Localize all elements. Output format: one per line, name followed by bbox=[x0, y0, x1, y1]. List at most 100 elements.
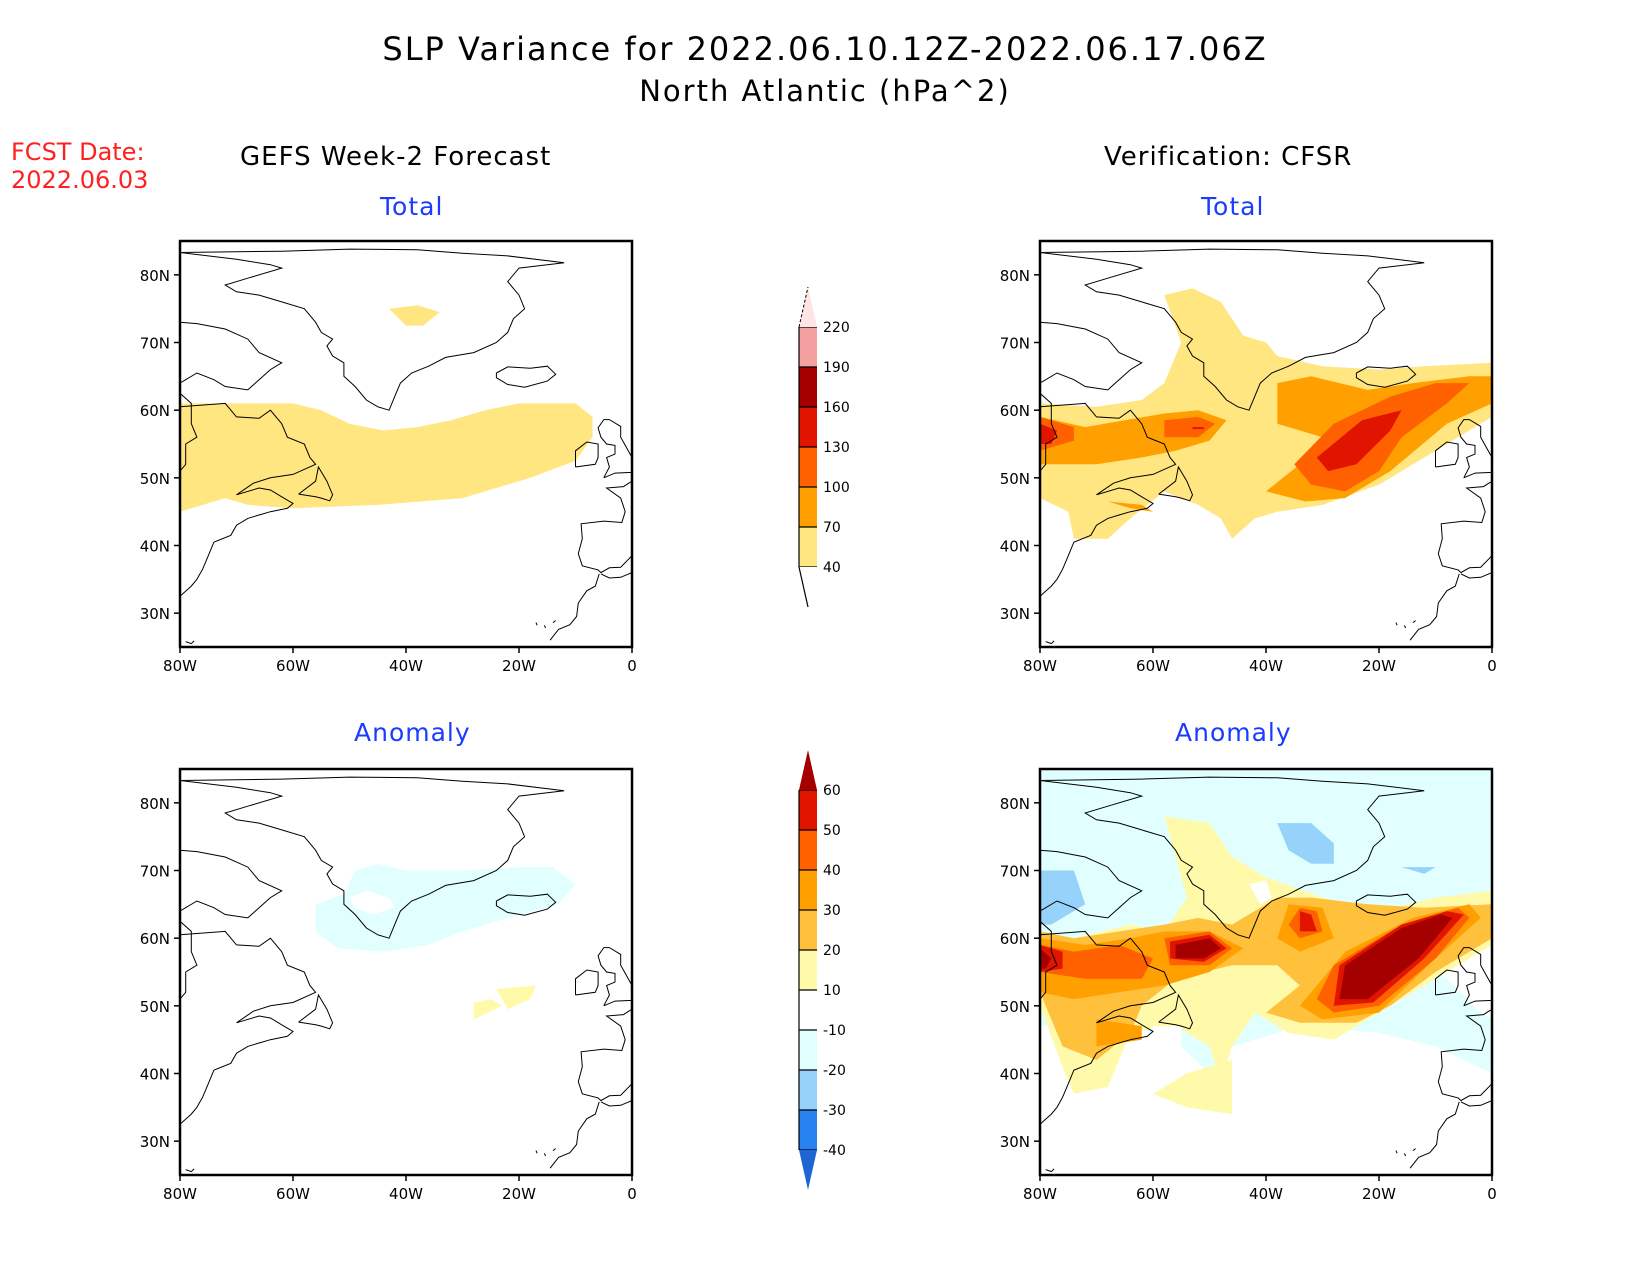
x-tick-label: 0 bbox=[627, 1185, 637, 1203]
colorbar-label: 30 bbox=[823, 903, 841, 919]
x-tick-label: 40W bbox=[389, 657, 423, 675]
y-tick-label: 30N bbox=[140, 1133, 170, 1151]
colorbar-label: -40 bbox=[823, 1143, 846, 1159]
y-tick-label: 50N bbox=[140, 998, 170, 1016]
colorbar-anomaly: -40 -30 -20 -10 10 20 30 40 50 60 bbox=[798, 750, 846, 1190]
coastline bbox=[185, 1168, 195, 1173]
coastline bbox=[180, 920, 198, 1000]
colorbar-label: 40 bbox=[823, 560, 841, 576]
coastline bbox=[1158, 465, 1194, 502]
right-column-title: Verification: CFSR bbox=[1104, 142, 1353, 172]
colorbar-segment bbox=[799, 950, 817, 990]
shaded-region-130 bbox=[1192, 427, 1204, 430]
coastline bbox=[1040, 248, 1425, 411]
coastline bbox=[1437, 1008, 1492, 1102]
fcst-date-label: FCST Date: bbox=[11, 138, 145, 166]
colorbar-label: 160 bbox=[823, 400, 850, 416]
x-tick-label: 60W bbox=[1136, 657, 1170, 675]
coastline bbox=[1403, 1153, 1407, 1157]
coastline bbox=[535, 622, 538, 626]
coastline bbox=[597, 419, 632, 479]
fcst-date-value: 2022.06.03 bbox=[11, 166, 149, 194]
colorbar-label: 190 bbox=[823, 360, 850, 376]
coastline bbox=[1395, 1150, 1398, 1154]
colorbar-segment bbox=[799, 990, 817, 1030]
coastline bbox=[180, 776, 565, 939]
unshaded-region bbox=[1249, 880, 1272, 905]
y-tick-label: 60N bbox=[140, 402, 170, 420]
coastline bbox=[495, 893, 557, 916]
map-panel-cfsr-total: 80W 60W 40W 20W 0 30N 40N 50N 60N 70N 80N bbox=[1000, 239, 1497, 675]
shaded-region-40 bbox=[180, 403, 593, 512]
coastline bbox=[600, 1100, 632, 1107]
coastline bbox=[1045, 1168, 1055, 1173]
shaded-region-60 bbox=[1175, 938, 1221, 959]
x-tick-label: 0 bbox=[1487, 1185, 1497, 1203]
shaded-region-60 bbox=[1040, 948, 1052, 969]
colorbar-label: 130 bbox=[823, 440, 850, 456]
shaded-region--10 bbox=[315, 863, 576, 952]
y-tick-label: 30N bbox=[140, 605, 170, 623]
colorbar-segment bbox=[799, 367, 817, 407]
coastline bbox=[1040, 930, 1177, 1125]
coastline bbox=[577, 1008, 632, 1102]
coastline bbox=[1355, 893, 1417, 916]
y-tick-label: 50N bbox=[140, 470, 170, 488]
coastline bbox=[298, 993, 334, 1030]
coastline bbox=[1435, 441, 1459, 468]
coastline bbox=[1457, 419, 1492, 479]
y-tick-label: 60N bbox=[1000, 930, 1030, 948]
map-panel-cfsr-anomaly: 80W 60W 40W 20W 0 30N 40N 50N 60N 70N 80N bbox=[1000, 767, 1497, 1203]
coastline bbox=[600, 572, 632, 579]
coastline bbox=[1040, 849, 1143, 919]
y-tick-label: 40N bbox=[1000, 1066, 1030, 1084]
colorbar-label: 70 bbox=[823, 520, 841, 536]
map-panel-gefs-anomaly: 80W 60W 40W 20W 0 30N 40N 50N 60N 70N 80N bbox=[140, 767, 637, 1203]
coastline bbox=[549, 1101, 600, 1169]
y-tick-label: 70N bbox=[1000, 863, 1030, 881]
coastline bbox=[180, 849, 283, 919]
coastline bbox=[575, 441, 599, 468]
x-tick-label: 20W bbox=[1362, 657, 1396, 675]
shaded-region-10 bbox=[496, 985, 536, 1010]
coastline bbox=[1395, 622, 1398, 626]
colorbar-segment bbox=[799, 790, 817, 830]
shaded-region-130 bbox=[1040, 423, 1057, 444]
coastline bbox=[1158, 993, 1194, 1030]
coastline bbox=[1403, 625, 1407, 629]
coastline bbox=[543, 625, 547, 629]
colorbar-label: -10 bbox=[823, 1023, 846, 1039]
shaded-region--20 bbox=[1277, 823, 1334, 864]
coastline bbox=[1435, 969, 1459, 996]
coastline bbox=[1409, 1101, 1460, 1169]
x-tick-label: 20W bbox=[1362, 1185, 1396, 1203]
unshaded-region bbox=[1153, 1026, 1182, 1047]
colorbar-label: 50 bbox=[823, 823, 841, 839]
shaded-region-130 bbox=[1316, 410, 1402, 472]
subtitle: North Atlantic (hPa^2) bbox=[639, 74, 1011, 108]
x-tick-label: 40W bbox=[389, 1185, 423, 1203]
colorbar-segment bbox=[799, 1110, 817, 1150]
y-tick-label: 70N bbox=[140, 335, 170, 353]
coastline bbox=[180, 402, 317, 597]
coastline bbox=[298, 465, 334, 502]
colorbar-segment bbox=[799, 910, 817, 950]
panel-title-gefs-total: Total bbox=[380, 192, 444, 221]
coastline bbox=[597, 947, 632, 1007]
y-tick-label: 80N bbox=[140, 795, 170, 813]
y-tick-label: 50N bbox=[1000, 998, 1030, 1016]
colorbar-segment bbox=[799, 1030, 817, 1070]
panel-title-gefs-anomaly: Anomaly bbox=[354, 718, 471, 747]
colorbar-segment bbox=[799, 327, 817, 367]
x-tick-label: 0 bbox=[627, 657, 637, 675]
y-tick-label: 30N bbox=[1000, 605, 1030, 623]
panel-title-cfsr-anomaly: Anomaly bbox=[1175, 718, 1292, 747]
x-tick-label: 60W bbox=[276, 1185, 310, 1203]
coastline bbox=[1045, 640, 1055, 645]
y-tick-label: 80N bbox=[140, 267, 170, 285]
coastline bbox=[1412, 620, 1416, 624]
y-tick-label: 70N bbox=[1000, 335, 1030, 353]
colorbar-segment bbox=[799, 487, 817, 527]
x-tick-label: 80W bbox=[163, 657, 197, 675]
